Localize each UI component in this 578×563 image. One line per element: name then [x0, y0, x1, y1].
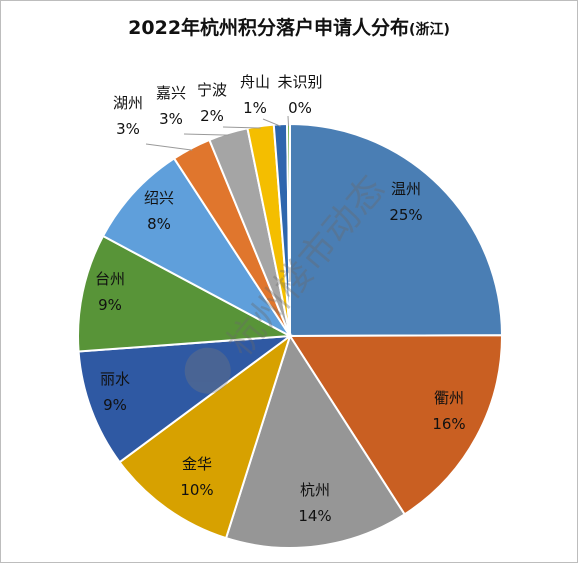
- slice-label-name-5: 台州: [95, 270, 125, 288]
- pie-slices: [77, 122, 504, 549]
- chart-title-main: 2022年杭州积分落户申请人分布: [128, 17, 410, 39]
- leader-line-10: [262, 118, 281, 127]
- chart-title-suffix: (浙江): [409, 22, 450, 38]
- slice-label-value-4: 9%: [103, 396, 127, 414]
- slice-label-value-3: 10%: [180, 481, 213, 499]
- pie-slice-2: [224, 333, 407, 549]
- leader-line-7: [145, 143, 193, 151]
- slice-label-value-2: 14%: [298, 507, 331, 525]
- slice-label-name-1: 衢州: [434, 389, 464, 407]
- slice-label-name-2: 杭州: [300, 481, 330, 499]
- pie-slice-6: [101, 157, 291, 337]
- pie-slice-3: [118, 333, 292, 540]
- leader-lines: [145, 115, 289, 151]
- slice-label-value-7: 3%: [116, 120, 140, 138]
- pie-slice-0: [289, 122, 504, 338]
- leader-line-11: [287, 115, 289, 127]
- chart-title: 2022年杭州积分落户申请人分布(浙江): [1, 13, 577, 40]
- slice-label-name-0: 温州: [391, 180, 421, 198]
- slice-label-value-5: 9%: [98, 296, 122, 314]
- slice-label-value-10: 1%: [243, 99, 267, 117]
- slice-label-value-8: 3%: [159, 110, 183, 128]
- slice-label-name-7: 湖州: [113, 94, 143, 112]
- slice-label-value-0: 25%: [389, 206, 422, 224]
- slice-label-name-3: 金华: [182, 455, 212, 473]
- slice-label-name-11: 未识别: [277, 73, 322, 91]
- pie-slice-1: [288, 334, 504, 516]
- slice-label-name-9: 宁波: [197, 81, 227, 99]
- pie-slice-4: [77, 334, 294, 464]
- leader-line-9: [222, 126, 261, 129]
- slice-label-name-6: 绍兴: [144, 189, 174, 207]
- slice-label-name-8: 嘉兴: [156, 84, 186, 102]
- slice-label-value-6: 8%: [147, 215, 171, 233]
- slice-label-name-10: 舟山: [240, 73, 270, 91]
- leader-line-8: [183, 133, 229, 136]
- slice-label-name-4: 丽水: [100, 370, 130, 388]
- slice-labels: 温州 25% 衢州 16% 杭州 14% 金华 10% 丽水 9% 台州 9% 绍兴 8% 湖州 3% 嘉兴 3%…: [95, 73, 466, 525]
- slice-label-value-1: 16%: [432, 415, 465, 433]
- pie-slice-5: [77, 234, 294, 353]
- slice-label-value-9: 2%: [200, 107, 224, 125]
- slice-label-value-11: 0%: [288, 99, 312, 117]
